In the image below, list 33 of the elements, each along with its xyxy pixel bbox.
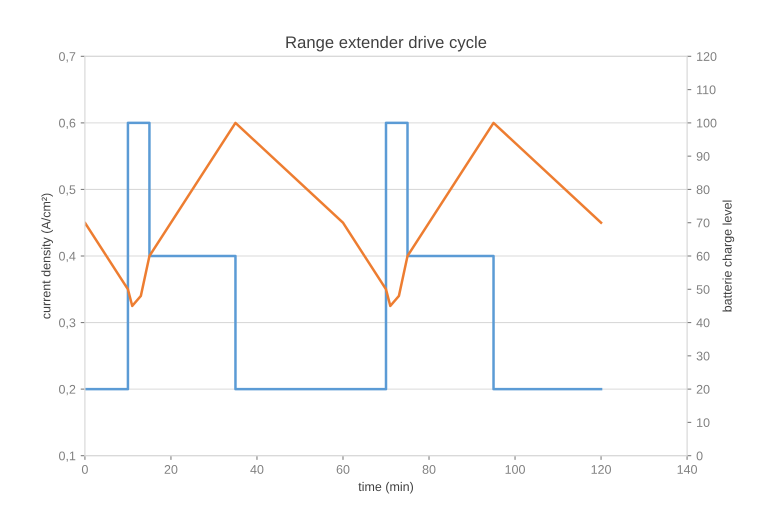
y-axis-title: current density (A/cm²) <box>41 194 53 319</box>
line-series <box>84 122 602 308</box>
y-tick-label: 0,3 <box>59 318 76 329</box>
x-tick-label: 20 <box>164 465 178 474</box>
y2-tick-label: 40 <box>696 318 710 328</box>
y2-tick-label: 30 <box>696 352 710 360</box>
y2-axis-title: batterie charge level <box>722 200 734 312</box>
x-tick-label: 100 <box>506 465 525 474</box>
y2-tick-label: 0 <box>696 451 703 460</box>
x-axis-title: time (min) <box>358 482 414 494</box>
y-tick-label: 0,7 <box>59 52 76 62</box>
y2-tick-label: 20 <box>696 384 710 394</box>
chart-title: Range extender drive cycle <box>286 36 486 52</box>
x-tick-label: 0 <box>82 465 88 474</box>
y-tick-label: 0,6 <box>59 118 76 130</box>
y2-tick-label: 110 <box>697 85 716 94</box>
y2-tick-label: 70 <box>696 218 710 228</box>
y2-tick-label: 120 <box>697 52 716 61</box>
y-tick-label: 0,1 <box>59 451 76 462</box>
y2-tick-label: 10 <box>697 418 710 428</box>
y2-tick-label: 60 <box>696 252 710 261</box>
x-tick-label: 140 <box>678 465 698 474</box>
y2-tick-label: 100 <box>697 118 716 128</box>
y2-tick-label: 50 <box>696 285 710 294</box>
y-tick-label: 0,5 <box>59 185 76 196</box>
x-tick-label: 120 <box>592 465 611 474</box>
y2-tick-label: 90 <box>696 152 710 161</box>
y-tick-label: 0,4 <box>59 252 76 262</box>
y2-tick-label: 80 <box>696 185 710 194</box>
x-tick-label: 80 <box>422 465 436 474</box>
x-tick-label: 60 <box>336 465 350 474</box>
x-tick-label: 40 <box>250 465 264 474</box>
y-tick-label: 0,2 <box>59 384 76 396</box>
